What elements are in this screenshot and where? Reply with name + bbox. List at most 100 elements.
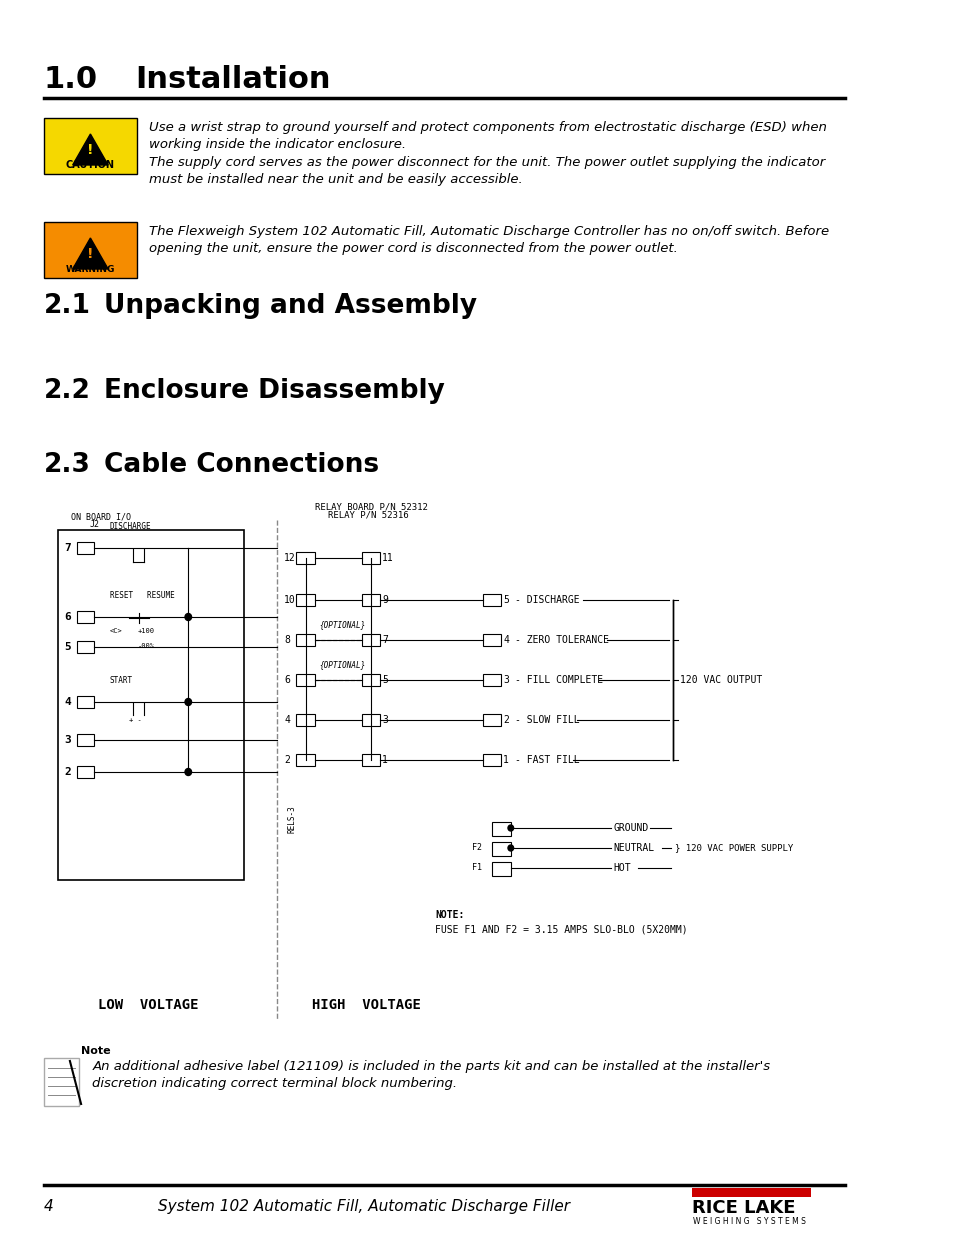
Bar — [492, 842, 510, 856]
Text: RESET   RESUME: RESET RESUME — [110, 592, 174, 600]
Text: RELAY P/N 52316: RELAY P/N 52316 — [328, 510, 408, 519]
Text: 3: 3 — [382, 715, 388, 725]
Text: HOT: HOT — [613, 863, 630, 873]
Text: Unpacking and Assembly: Unpacking and Assembly — [104, 293, 477, 319]
Bar — [482, 755, 501, 766]
Text: Note: Note — [81, 1046, 111, 1056]
Bar — [361, 634, 380, 646]
Bar — [296, 552, 314, 564]
Bar — [492, 823, 510, 836]
Text: System 102 Automatic Fill, Automatic Discharge Filler: System 102 Automatic Fill, Automatic Dis… — [158, 1199, 570, 1214]
Text: W E I G H I N G   S Y S T E M S: W E I G H I N G S Y S T E M S — [693, 1216, 805, 1226]
Text: 120 VAC OUTPUT: 120 VAC OUTPUT — [679, 676, 761, 685]
Text: 11: 11 — [382, 553, 394, 563]
Text: 3: 3 — [64, 735, 71, 745]
Text: ON BOARD I/O: ON BOARD I/O — [71, 513, 131, 521]
Bar — [77, 734, 94, 746]
Bar — [361, 755, 380, 766]
Circle shape — [507, 845, 513, 851]
Text: 7: 7 — [382, 635, 388, 645]
Text: 5: 5 — [382, 676, 388, 685]
Text: CAUTION: CAUTION — [66, 161, 114, 170]
Text: 7: 7 — [64, 543, 71, 553]
Bar — [58, 530, 244, 881]
Text: - FILL COMPLETE: - FILL COMPLETE — [515, 676, 603, 685]
Text: The Flexweigh System 102 Automatic Fill, Automatic Discharge Controller has no o: The Flexweigh System 102 Automatic Fill,… — [149, 225, 828, 254]
Polygon shape — [72, 135, 108, 165]
Text: RICE LAKE: RICE LAKE — [691, 1199, 794, 1216]
Text: RELS-3: RELS-3 — [287, 805, 295, 832]
Text: + -: + - — [129, 718, 141, 722]
Text: 8: 8 — [284, 635, 290, 645]
Bar — [482, 594, 501, 606]
Bar — [296, 755, 314, 766]
Text: {OPTIONAL}: {OPTIONAL} — [319, 620, 366, 629]
Polygon shape — [72, 238, 108, 269]
Text: +100: +100 — [138, 629, 154, 634]
Bar — [361, 714, 380, 726]
Text: 4: 4 — [44, 1199, 53, 1214]
Text: - ZERO TOLERANCE: - ZERO TOLERANCE — [515, 635, 609, 645]
Text: 12: 12 — [284, 553, 295, 563]
Text: GROUND: GROUND — [613, 823, 648, 832]
Text: 5: 5 — [503, 595, 509, 605]
Text: {OPTIONAL}: {OPTIONAL} — [319, 659, 366, 669]
Text: - FAST FILL: - FAST FILL — [515, 755, 579, 764]
Text: F2: F2 — [471, 844, 481, 852]
Bar — [361, 674, 380, 685]
Bar — [361, 594, 380, 606]
Text: 2: 2 — [503, 715, 509, 725]
Text: <C>: <C> — [110, 629, 123, 634]
Text: 2.2: 2.2 — [44, 378, 91, 404]
Text: Cable Connections: Cable Connections — [104, 452, 379, 478]
Circle shape — [185, 768, 192, 776]
Bar — [361, 552, 380, 564]
Text: NEUTRAL: NEUTRAL — [613, 844, 654, 853]
Text: LOW  VOLTAGE: LOW VOLTAGE — [98, 998, 198, 1011]
Text: WARNING: WARNING — [66, 266, 115, 274]
Text: 2: 2 — [284, 755, 290, 764]
Text: 4: 4 — [503, 635, 509, 645]
Text: - SLOW FILL: - SLOW FILL — [515, 715, 579, 725]
Text: RELAY BOARD P/N 52312: RELAY BOARD P/N 52312 — [314, 501, 428, 511]
Text: HIGH  VOLTAGE: HIGH VOLTAGE — [312, 998, 420, 1011]
Text: 2.1: 2.1 — [44, 293, 91, 319]
Text: !: ! — [87, 143, 93, 157]
Bar — [44, 119, 137, 174]
Bar — [296, 594, 314, 606]
Bar — [44, 222, 137, 278]
Text: FUSE F1 AND F2 = 3.15 AMPS SLO-BLO (5X20MM): FUSE F1 AND F2 = 3.15 AMPS SLO-BLO (5X20… — [435, 924, 687, 934]
Text: NOTE:: NOTE: — [435, 910, 464, 920]
Text: -00%: -00% — [138, 643, 154, 650]
Text: F1: F1 — [471, 863, 481, 872]
Text: J2: J2 — [90, 520, 99, 529]
Text: } 120 VAC POWER SUPPLY: } 120 VAC POWER SUPPLY — [674, 844, 792, 852]
Text: 2: 2 — [64, 767, 71, 777]
Bar — [691, 1188, 810, 1197]
Text: 6: 6 — [284, 676, 290, 685]
Text: 4: 4 — [284, 715, 290, 725]
Bar — [482, 714, 501, 726]
Text: 1.0: 1.0 — [44, 65, 98, 94]
Text: 1: 1 — [503, 755, 509, 764]
Text: Enclosure Disassembly: Enclosure Disassembly — [104, 378, 445, 404]
Text: DISCHARGE: DISCHARGE — [110, 522, 152, 531]
Text: 5: 5 — [64, 642, 71, 652]
Text: 9: 9 — [382, 595, 388, 605]
Circle shape — [185, 614, 192, 620]
Bar — [77, 611, 94, 622]
Text: 6: 6 — [64, 613, 71, 622]
Bar — [482, 674, 501, 685]
Bar — [296, 714, 314, 726]
Circle shape — [507, 825, 513, 831]
Bar — [77, 641, 94, 653]
Text: An additional adhesive label (121109) is included in the parts kit and can be in: An additional adhesive label (121109) is… — [92, 1060, 770, 1091]
Text: 10: 10 — [284, 595, 295, 605]
Text: 1: 1 — [382, 755, 388, 764]
Text: Use a wrist strap to ground yourself and protect components from electrostatic d: Use a wrist strap to ground yourself and… — [149, 121, 826, 151]
Bar — [77, 697, 94, 708]
Bar — [492, 862, 510, 876]
Bar — [44, 1058, 79, 1107]
Text: 3: 3 — [503, 676, 509, 685]
Text: - DISCHARGE: - DISCHARGE — [515, 595, 579, 605]
